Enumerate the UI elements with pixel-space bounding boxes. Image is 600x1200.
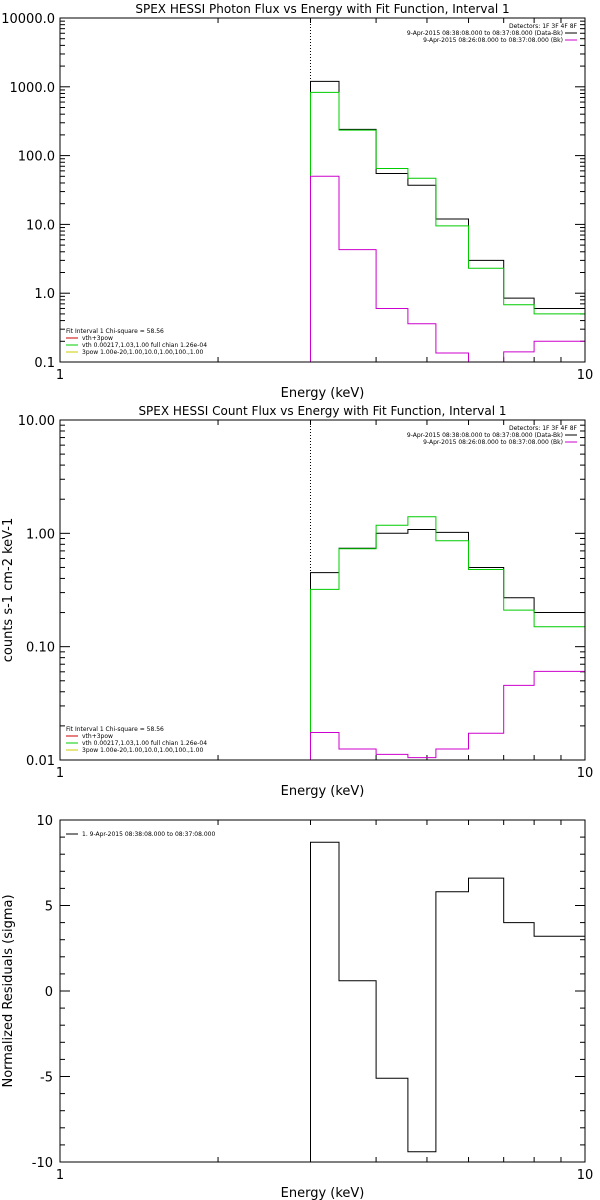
x-tick-label: 10 (577, 766, 594, 781)
chart-panel-1: SPEX HESSI Photon Flux vs Energy with Fi… (1, 2, 593, 401)
y-tick-label: -5 (40, 1071, 53, 1086)
x-axis-label: Energy (keV) (281, 386, 365, 401)
x-tick-label: 10 (577, 1168, 594, 1183)
y-tick-label: 10.00 (18, 414, 55, 429)
x-axis-label: Energy (keV) (281, 784, 365, 799)
x-tick-label: 10 (577, 368, 594, 383)
y-tick-label: 1.0 (34, 287, 55, 302)
y-tick-label: 5 (45, 900, 53, 915)
chart-panel-2: SPEX HESSI Count Flux vs Energy with Fit… (1, 404, 593, 799)
x-tick-label: 1 (56, 1168, 64, 1183)
legend-entry: vth+3pow (82, 335, 113, 342)
legend-entry: vth+3pow (82, 733, 113, 740)
plot-frame (59, 419, 586, 761)
legend-entry: vth 0.00217,1.03,1.00 full chian 1.26e-0… (82, 342, 207, 349)
series-line-1 (310, 529, 585, 760)
series-group (310, 516, 585, 760)
x-tick-label: 1 (56, 368, 64, 383)
legend-entry: 9-Apr-2015 08:38:08.000 to 08:37:08.000 … (407, 432, 563, 439)
legend-entry: 9-Apr-2015 08:38:08.000 to 08:37:08.000 … (407, 30, 563, 37)
series-line-1 (310, 80, 585, 362)
legend-entry: 3pow 1.00e-20,1.00,10.0,1.00,100.,1.00 (82, 349, 203, 356)
y-tick-label: 10.0 (26, 218, 55, 233)
series-line-2 (310, 91, 585, 362)
y-tick-label: 1000.0 (10, 81, 56, 96)
legend-header: Fit Interval 1 Chi-square = 58.56 (66, 328, 164, 335)
legend-header: Detectors: 1F 3F 4F 8F (509, 425, 578, 432)
y-tick-label: 100.0 (18, 150, 55, 165)
y-tick-label: 0 (45, 985, 53, 1000)
series-group (310, 80, 585, 362)
y-tick-label: 0.01 (26, 754, 55, 769)
series-line-3 (310, 175, 585, 362)
x-tick-label: 1 (56, 766, 64, 781)
plot-frame (59, 819, 586, 1163)
series-line-2 (310, 516, 585, 760)
series-line-1 (310, 841, 585, 1162)
y-tick-label: 0.1 (34, 356, 55, 371)
chart-title: SPEX HESSI Count Flux vs Energy with Fit… (138, 404, 506, 418)
plot-frame (59, 17, 586, 363)
y-axis-label: counts s-1 cm-2 keV-1 (1, 518, 16, 663)
y-tick-label: -10 (32, 1156, 53, 1171)
legend-entry: 1. 9-Apr-2015 08:38:08.000 to 08:37:08.0… (82, 831, 215, 838)
legend-header: Fit Interval 1 Chi-square = 58.56 (66, 726, 164, 733)
legend-entry: 3pow 1.00e-20,1.00,10.0,1.00,100.,1.00 (82, 747, 203, 754)
legend-header: Detectors: 1F 3F 4F 8F (509, 23, 578, 30)
y-axis-label: Normalized Residuals (sigma) (1, 894, 16, 1087)
x-axis-label: Energy (keV) (281, 1186, 365, 1200)
chart-panel-3: 1 10 -10 -5 0 5 10 Energy (keV) Normalized Resid… (1, 814, 593, 1200)
y-tick-label: 10 (36, 814, 53, 829)
legend-entry: 9-Apr-2015 08:26:08.000 to 08:37:08.000 … (423, 37, 563, 44)
y-tick-label: 10000.0 (1, 12, 55, 27)
legend-entry: 9-Apr-2015 08:26:08.000 to 08:37:08.000 … (423, 439, 563, 446)
series-group (310, 841, 585, 1162)
y-tick-label: 0.10 (26, 641, 55, 656)
series-line-3 (310, 670, 585, 760)
y-tick-label: 1.00 (26, 527, 55, 542)
legend-entry: vth 0.00217,1.03,1.00 full chian 1.26e-0… (82, 740, 207, 747)
chart-title: SPEX HESSI Photon Flux vs Energy with Fi… (135, 2, 509, 16)
